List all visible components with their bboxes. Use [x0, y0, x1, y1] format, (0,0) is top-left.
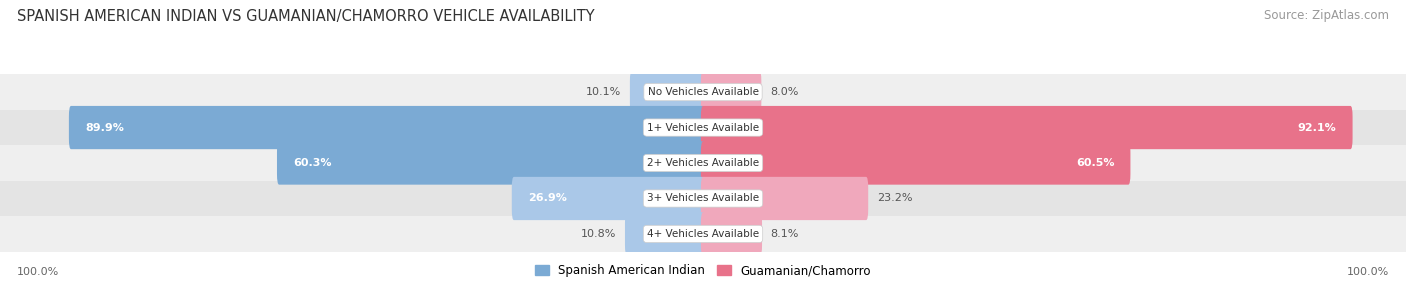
FancyBboxPatch shape: [700, 106, 1353, 149]
Text: Source: ZipAtlas.com: Source: ZipAtlas.com: [1264, 9, 1389, 21]
FancyBboxPatch shape: [630, 70, 706, 114]
Bar: [0, 74, 1406, 110]
FancyBboxPatch shape: [700, 141, 1130, 185]
Text: 60.3%: 60.3%: [294, 158, 332, 168]
Text: 8.0%: 8.0%: [770, 87, 799, 97]
Text: No Vehicles Available: No Vehicles Available: [648, 87, 758, 97]
Text: 100.0%: 100.0%: [17, 267, 59, 277]
Text: 3+ Vehicles Available: 3+ Vehicles Available: [647, 194, 759, 203]
FancyBboxPatch shape: [69, 106, 704, 149]
Text: 8.1%: 8.1%: [770, 229, 799, 239]
Text: 10.8%: 10.8%: [581, 229, 616, 239]
FancyBboxPatch shape: [512, 177, 706, 220]
Text: 10.1%: 10.1%: [586, 87, 621, 97]
Text: 23.2%: 23.2%: [877, 194, 912, 203]
Bar: [0, 181, 1406, 216]
Text: 60.5%: 60.5%: [1076, 158, 1115, 168]
Text: 26.9%: 26.9%: [529, 194, 567, 203]
Text: 89.9%: 89.9%: [84, 123, 124, 132]
FancyBboxPatch shape: [277, 141, 706, 185]
FancyBboxPatch shape: [624, 212, 706, 256]
Text: 100.0%: 100.0%: [1347, 267, 1389, 277]
Bar: [0, 145, 1406, 181]
FancyBboxPatch shape: [700, 212, 762, 256]
Bar: [0, 110, 1406, 145]
FancyBboxPatch shape: [700, 70, 762, 114]
Text: SPANISH AMERICAN INDIAN VS GUAMANIAN/CHAMORRO VEHICLE AVAILABILITY: SPANISH AMERICAN INDIAN VS GUAMANIAN/CHA…: [17, 9, 595, 23]
Text: 1+ Vehicles Available: 1+ Vehicles Available: [647, 123, 759, 132]
Legend: Spanish American Indian, Guamanian/Chamorro: Spanish American Indian, Guamanian/Chamo…: [534, 264, 872, 277]
Text: 4+ Vehicles Available: 4+ Vehicles Available: [647, 229, 759, 239]
Text: 2+ Vehicles Available: 2+ Vehicles Available: [647, 158, 759, 168]
FancyBboxPatch shape: [700, 177, 869, 220]
Text: 92.1%: 92.1%: [1298, 123, 1336, 132]
Bar: [0, 216, 1406, 252]
